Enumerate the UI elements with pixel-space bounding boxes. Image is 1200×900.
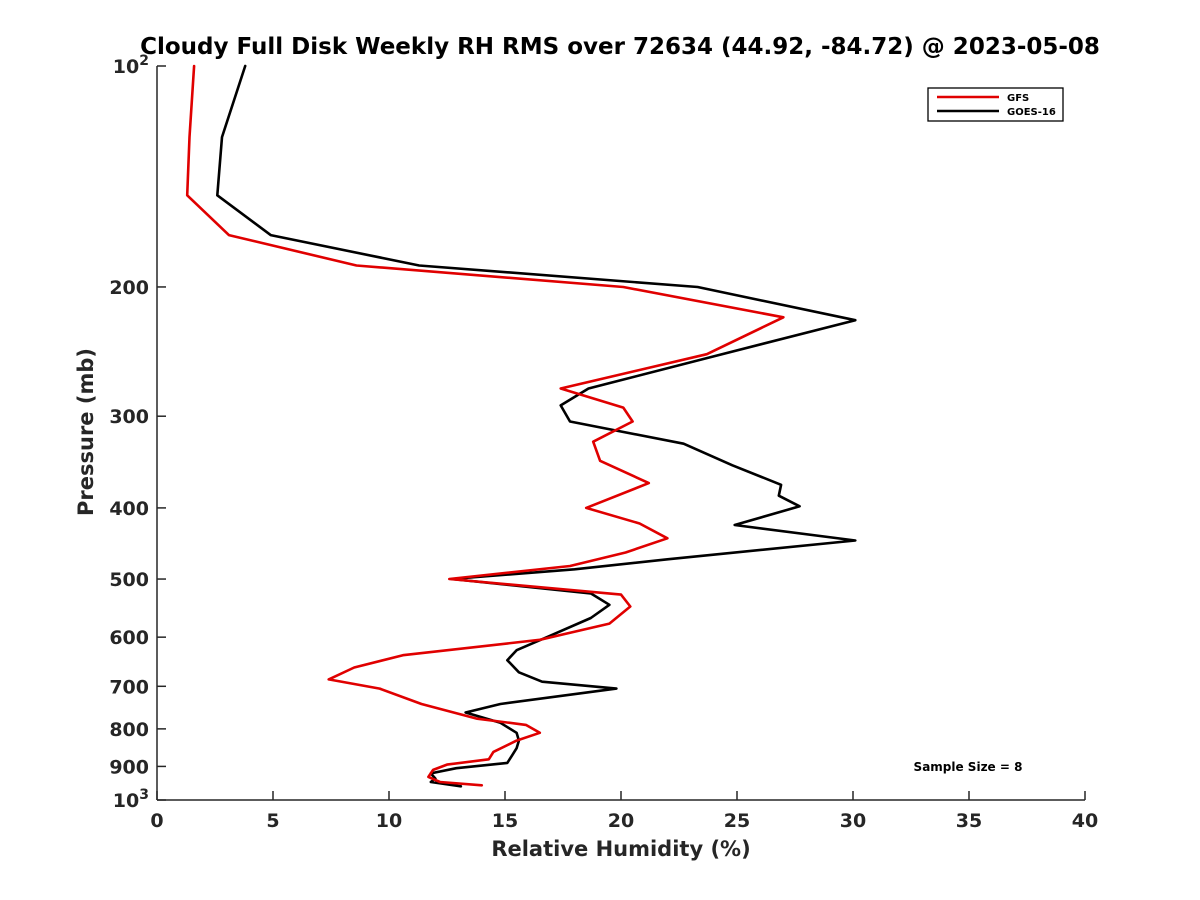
legend-box <box>927 87 1064 122</box>
x-tick-label: 0 <box>150 810 163 832</box>
x-tick-label: 40 <box>1072 810 1098 832</box>
x-tick-label: 35 <box>956 810 982 832</box>
x-tick-label: 25 <box>724 810 750 832</box>
x-tick-label: 20 <box>608 810 634 832</box>
x-tick-label: 10 <box>376 810 402 832</box>
y-tick-label: 102 <box>113 53 149 78</box>
y-tick-label: 900 <box>109 756 149 778</box>
x-tick-label: 5 <box>266 810 279 832</box>
legend-label-gfs: GFS <box>1007 93 1029 104</box>
chart-title: Cloudy Full Disk Weekly RH RMS over 7263… <box>140 34 1100 60</box>
y-tick-label: 103 <box>113 787 149 812</box>
y-tick-label: 600 <box>109 627 149 649</box>
y-tick-label: 800 <box>109 719 149 741</box>
x-tick-label: 30 <box>840 810 866 832</box>
legend-label-goes-16: GOES-16 <box>1007 107 1056 118</box>
legend: GFS GOES-16 <box>927 87 1064 122</box>
y-tick-label: 300 <box>109 406 149 428</box>
series-line-goes-16 <box>216 64 857 788</box>
y-tick-label: 200 <box>109 277 149 299</box>
series-layer <box>185 64 857 788</box>
series-line-gfs <box>185 64 785 787</box>
y-tick-label: 700 <box>109 676 149 698</box>
x-axis-label: Relative Humidity (%) <box>491 837 750 861</box>
y-tick-label: 500 <box>109 569 149 591</box>
x-tick-label: 15 <box>492 810 518 832</box>
axes-layer: 0 5 10 15 20 25 30 35 40 102 200 300 400 500 600 700 800… <box>109 53 1098 832</box>
y-axis-label: Pressure (mb) <box>74 348 98 516</box>
sample-size-annotation: Sample Size = 8 <box>914 760 1023 774</box>
y-tick-label: 400 <box>109 498 149 520</box>
